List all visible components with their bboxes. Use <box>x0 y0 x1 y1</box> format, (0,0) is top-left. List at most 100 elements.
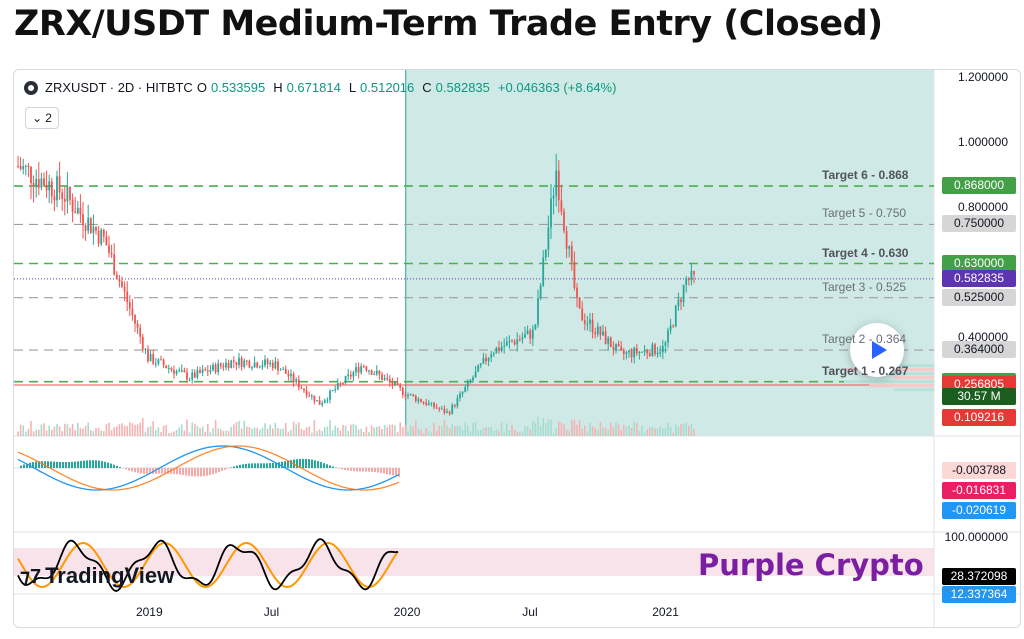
candle-body <box>108 245 110 254</box>
macd-histogram-bar <box>95 460 97 468</box>
chart-widget[interactable]: ZRXUSDT · 2D · HITBTC O 0.533595 H 0.67181… <box>13 69 1021 628</box>
indicators-toggle-button[interactable]: ⌄ 2 <box>25 107 59 129</box>
volume-bar <box>594 427 596 436</box>
volume-bar <box>173 431 175 436</box>
volume-bar <box>368 432 370 436</box>
candle-body <box>373 373 376 375</box>
volume-bar <box>490 426 492 436</box>
volume-bar <box>274 422 277 436</box>
candle-body <box>334 389 337 391</box>
volume-bar <box>399 422 401 436</box>
price-axis-tick: 1.200000 <box>957 70 1008 84</box>
volume-bar <box>43 423 45 436</box>
macd-histogram-bar <box>251 463 253 468</box>
candle-body <box>643 349 646 352</box>
candle-body <box>227 362 230 368</box>
volume-bar <box>116 426 118 436</box>
candle-body <box>256 362 259 368</box>
candle-body <box>225 362 227 368</box>
candle-body <box>277 361 279 371</box>
volume-bar <box>550 419 552 436</box>
volume-bar <box>292 421 295 436</box>
volume-bar <box>230 426 232 436</box>
volume-bar <box>334 425 336 436</box>
volume-bar <box>576 424 578 436</box>
macd-histogram-bar <box>236 465 238 468</box>
candle-body <box>292 373 295 383</box>
volume-bar <box>617 424 620 436</box>
volume-bar <box>422 433 425 436</box>
candle-body <box>56 176 58 201</box>
volume-bar <box>688 425 690 436</box>
volume-bar <box>552 433 555 436</box>
candle-body <box>659 352 662 354</box>
volume-bar <box>643 432 646 436</box>
volume-bar <box>77 422 79 436</box>
volume-bar <box>539 425 542 436</box>
volume-bar <box>487 427 490 436</box>
volume-bar <box>529 429 531 436</box>
candle-body <box>685 278 688 285</box>
volume-bar <box>74 430 76 436</box>
candle-body <box>620 346 623 350</box>
volume-bar <box>615 422 617 436</box>
macd-histogram-bar <box>188 468 190 476</box>
volume-bar <box>690 423 693 436</box>
macd-histogram-bar <box>284 461 286 468</box>
volume-bar <box>45 430 48 436</box>
candle-body <box>591 319 594 333</box>
candle-body <box>607 337 610 344</box>
candle-body <box>336 383 339 390</box>
candle-body <box>147 349 149 362</box>
volume-bar <box>264 423 266 436</box>
candle-body <box>443 408 446 413</box>
volume-bar <box>584 425 586 436</box>
candle-body <box>287 373 290 377</box>
candle-body <box>552 195 555 199</box>
macd-tag: -0.020619 <box>942 502 1016 519</box>
volume-bar <box>305 427 308 436</box>
play-icon <box>871 341 887 359</box>
volume-bar <box>480 429 482 436</box>
target-label: Target 5 - 0.750 <box>822 206 907 221</box>
volume-bar <box>682 424 685 436</box>
candle-body <box>27 165 30 167</box>
macd-histogram-bar <box>128 468 130 471</box>
candle-body <box>126 291 129 303</box>
volume-bar <box>251 428 253 436</box>
candle-body <box>555 170 558 196</box>
candle-body <box>186 372 188 380</box>
macd-histogram-bar <box>131 468 133 472</box>
volume-bar <box>129 422 131 436</box>
candle-body <box>329 390 331 400</box>
candle-body <box>680 299 682 303</box>
volume-bar <box>537 416 539 436</box>
candle-body <box>175 370 178 374</box>
candle-body <box>219 363 222 367</box>
candle-body <box>360 366 363 373</box>
macd-histogram-bar <box>374 468 376 473</box>
candle-body <box>672 325 675 327</box>
macd-histogram-bar <box>164 468 166 474</box>
symbol-label[interactable]: ZRXUSDT · 2D · HITBTC <box>45 80 193 95</box>
play-button[interactable] <box>850 323 904 377</box>
volume-bar <box>407 431 409 436</box>
volume-bar <box>383 424 386 436</box>
candle-body <box>578 297 581 309</box>
volume-bar <box>597 429 599 436</box>
volume-bar <box>672 433 674 436</box>
candle-body <box>516 339 519 345</box>
chart-canvas[interactable] <box>14 70 1020 627</box>
macd-histogram-bar <box>167 468 169 474</box>
volume-bar <box>495 428 498 436</box>
volume-bar <box>25 431 27 436</box>
candle-body <box>232 360 235 362</box>
volume-bar <box>339 430 342 436</box>
candle-body <box>531 329 534 339</box>
volume-bar <box>147 427 149 436</box>
volume-bar <box>677 426 680 436</box>
macd-histogram-bar <box>287 460 289 468</box>
candle-body <box>370 370 373 375</box>
candle-body <box>113 254 116 275</box>
high-value: 0.671814 <box>286 80 341 95</box>
